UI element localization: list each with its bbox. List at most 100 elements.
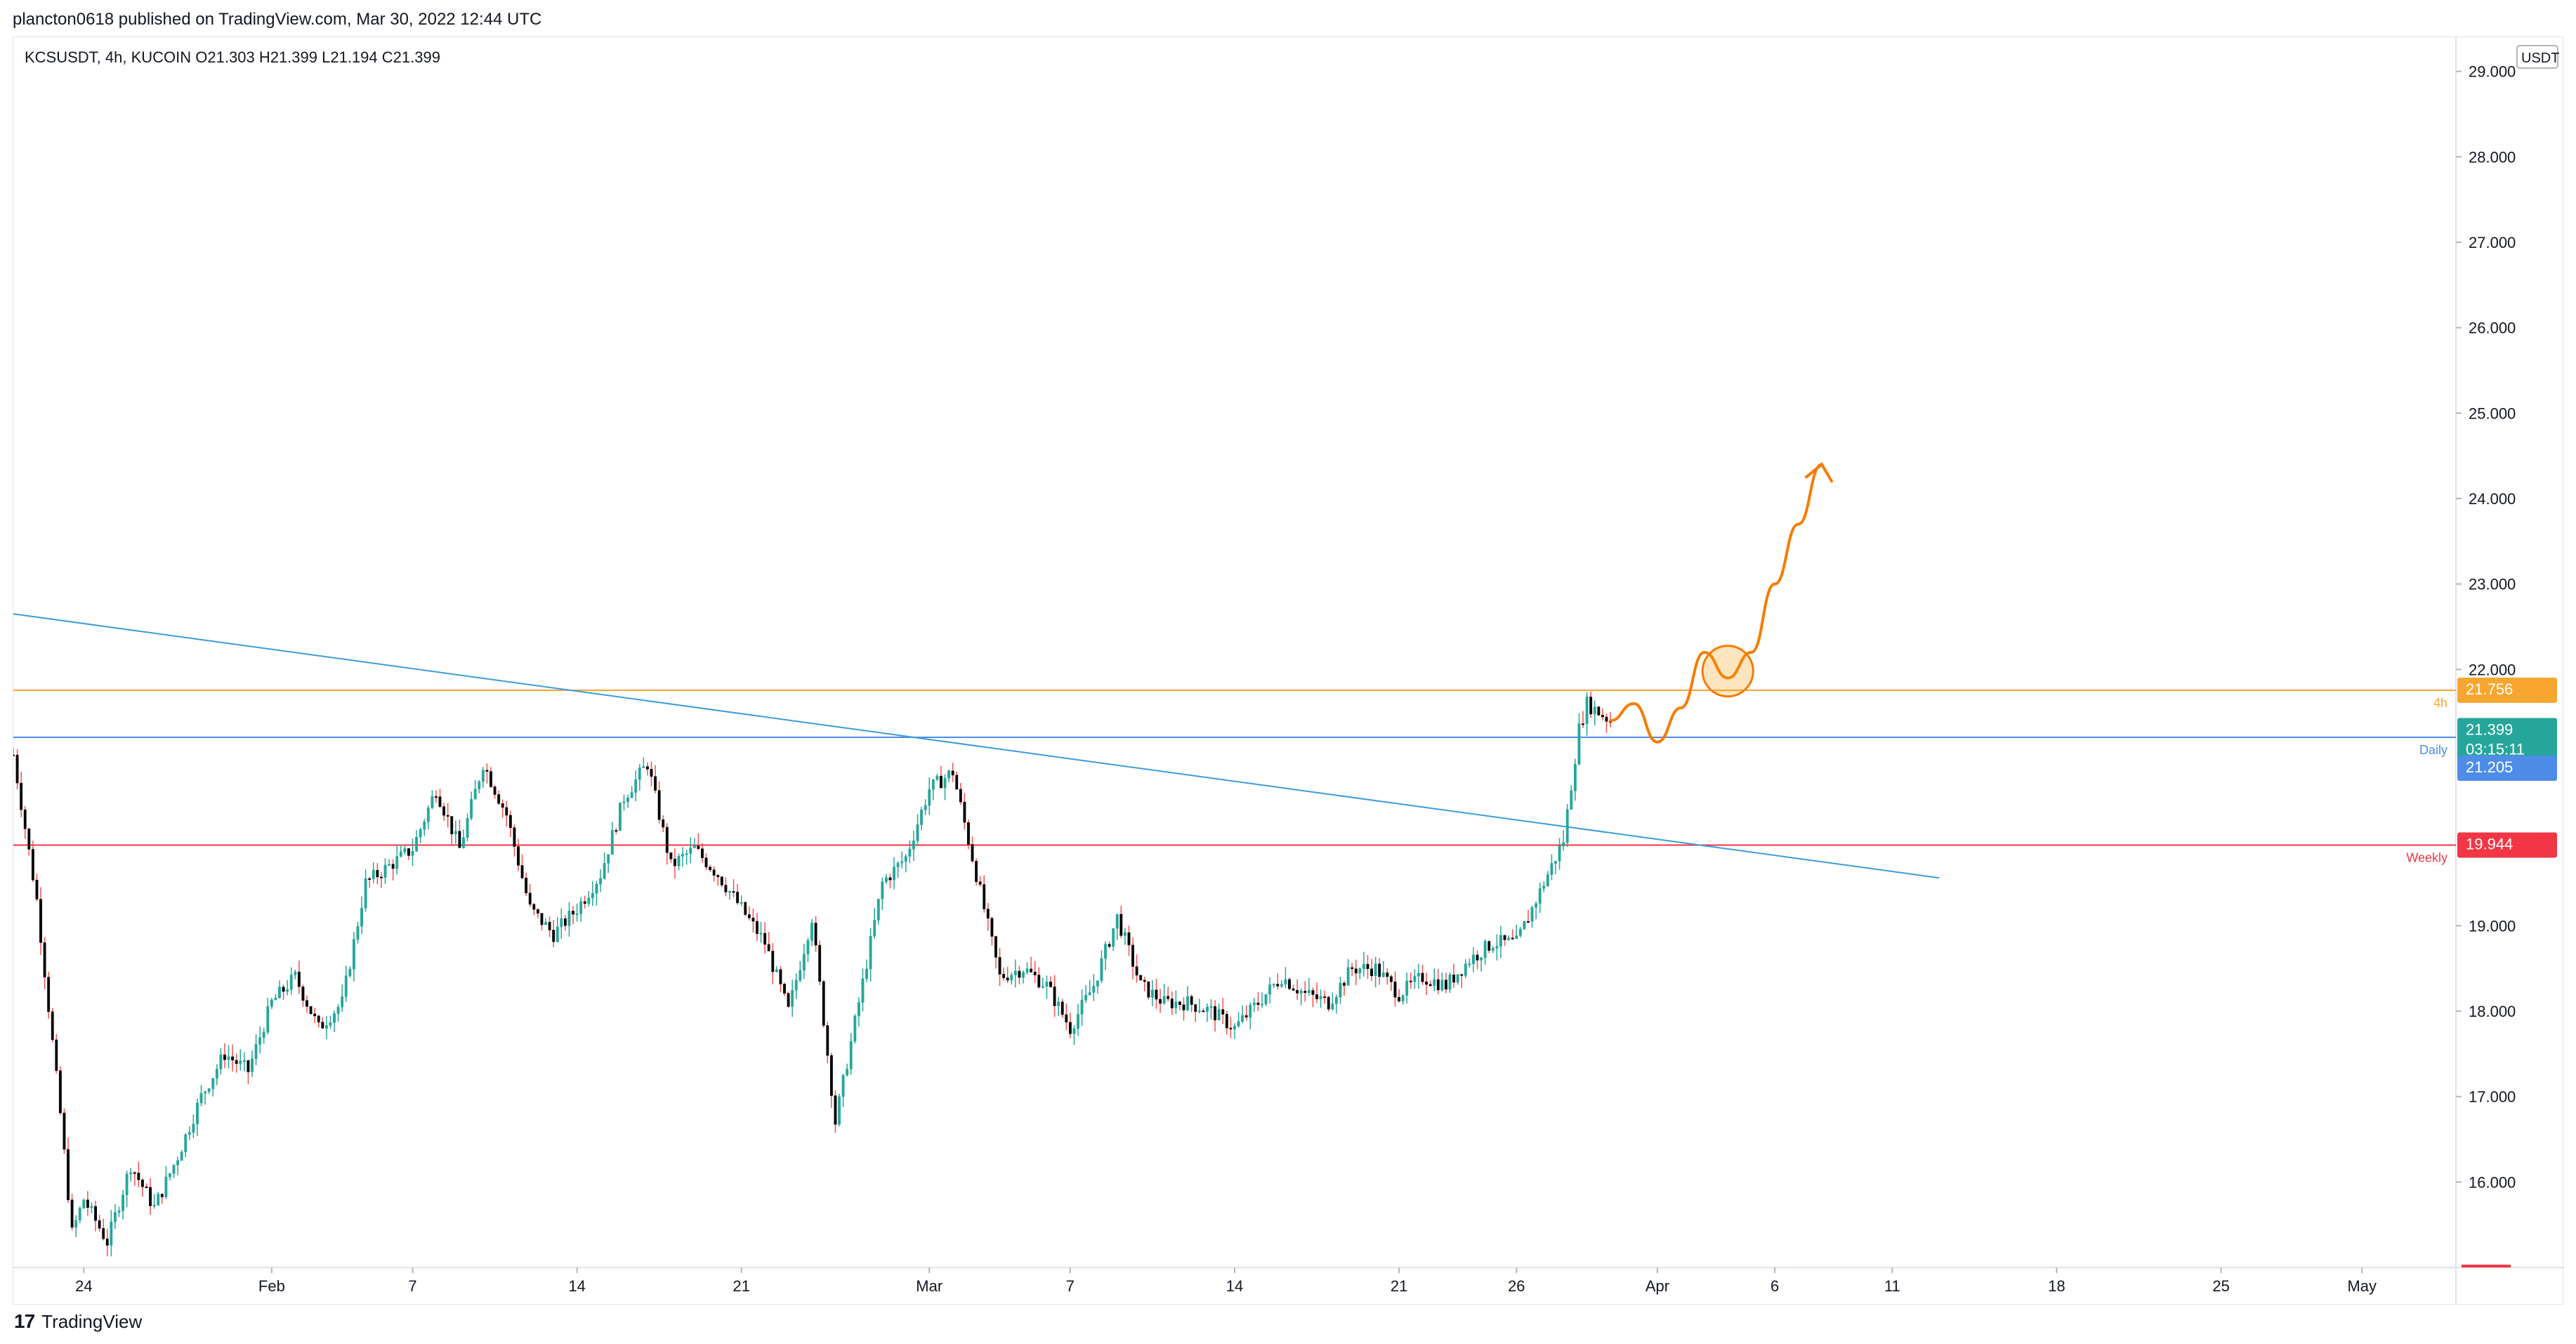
descending-trendline[interactable] (13, 613, 1940, 879)
candle-body (1542, 885, 1546, 889)
candle-body (1417, 973, 1420, 977)
x-tick-label: 6 (1770, 1277, 1779, 1295)
candle-body (1237, 1021, 1240, 1027)
candle-body (759, 933, 763, 935)
candle-body (1483, 941, 1487, 958)
candle-body (1546, 874, 1549, 886)
candle-body (994, 936, 997, 958)
candle-body (63, 1112, 66, 1150)
candle-body (1033, 971, 1037, 975)
candle-body (1409, 980, 1412, 982)
candle-body (157, 1194, 160, 1206)
candle-body (1037, 975, 1041, 987)
candle-body (415, 836, 419, 852)
projection-target-circle[interactable] (1701, 645, 1754, 698)
candle-body (638, 767, 641, 780)
candle-body (642, 766, 645, 768)
candle-body (1343, 982, 1346, 986)
candle-body (215, 1069, 218, 1079)
candle-body (1010, 975, 1013, 981)
candle-body (1080, 1000, 1084, 1015)
header-part: 21.303 (207, 48, 258, 66)
x-tick-label: 14 (568, 1277, 585, 1295)
candle-body (1366, 963, 1369, 969)
candle-body (1425, 981, 1428, 985)
candle-body (70, 1199, 74, 1228)
projection-path[interactable] (1609, 463, 1824, 744)
y-tick-label: 18.000 (2469, 1003, 2516, 1020)
candle-body (508, 815, 512, 828)
candle-body (654, 776, 657, 791)
candle-body (1487, 941, 1491, 951)
candle-body (704, 857, 708, 868)
candle-body (1119, 914, 1123, 936)
y-tick-label: 19.000 (2469, 917, 2516, 935)
candle-body (1288, 979, 1291, 989)
candle-body (912, 841, 915, 850)
chart-frame: 29.000 28.000 27.000 26.000 25.000 24.000 23.0… (13, 37, 2564, 1305)
candle-body (775, 969, 778, 973)
symbol-ohlc-header: KCSUSDT, 4h, KUCOIN O21.303 H21.399 L21.… (25, 48, 440, 66)
candle-body (199, 1093, 203, 1103)
candle-body (806, 940, 810, 955)
candle-body (1370, 968, 1374, 977)
candle-body (740, 902, 743, 904)
candle-body (548, 922, 551, 930)
y-tick-label: 26.000 (2469, 319, 2516, 337)
candle-body (262, 1032, 265, 1038)
candle-body (462, 837, 465, 848)
candle-body (1530, 907, 1534, 922)
axis-marker (2462, 1265, 2511, 1267)
header-part: O (195, 48, 207, 66)
candle-body (266, 1006, 270, 1033)
candle-body (372, 870, 375, 879)
candle-body (282, 987, 285, 992)
candle-body (525, 878, 528, 894)
candle-body (458, 831, 461, 848)
candle-body (1535, 903, 1538, 908)
candle-body (478, 781, 481, 789)
level-weekly-price-text: 19.944 (2466, 835, 2513, 852)
candle-body (1057, 1001, 1060, 1006)
candle-body (446, 815, 449, 817)
x-tick-label: 25 (2212, 1277, 2229, 1295)
candle-body (701, 848, 704, 858)
candle-body (1495, 946, 1499, 949)
candle-body (935, 775, 939, 780)
candle-body (329, 1022, 332, 1026)
candle-body (747, 914, 751, 918)
candle-body (1244, 1015, 1248, 1017)
candle-body (1472, 954, 1475, 964)
candle-body (121, 1194, 124, 1211)
last-price-badge (2457, 718, 2557, 763)
candle-body (1476, 954, 1479, 961)
tradingview-logo[interactable]: 17 TradingView (14, 1310, 142, 1333)
candle-body (849, 1041, 853, 1069)
candle-body (583, 901, 586, 904)
candle-body (505, 807, 508, 816)
candle-body (732, 891, 735, 893)
header-part: H (259, 48, 270, 66)
candle-body (98, 1220, 101, 1229)
candle-body (603, 863, 606, 879)
candle-body (403, 848, 407, 852)
candle-body (419, 829, 422, 838)
candle-body (1491, 948, 1494, 951)
candle-body (975, 861, 978, 882)
candle-body (1088, 992, 1091, 996)
y-tick-label: 25.000 (2469, 404, 2516, 422)
currency-box[interactable] (2516, 45, 2558, 69)
candle-body (622, 801, 626, 803)
candle-body (1249, 1004, 1252, 1017)
currency-label: USDT (2521, 51, 2559, 66)
candle-body (423, 822, 426, 830)
price-chart[interactable]: 29.000 28.000 27.000 26.000 25.000 24.000 23.0… (13, 37, 2564, 1305)
candle-body (1538, 888, 1542, 904)
candle-body (442, 806, 446, 816)
candle-body (43, 942, 46, 977)
candle-body (1284, 979, 1287, 985)
candle-body (1428, 984, 1432, 987)
candle-body (1351, 967, 1354, 969)
candle-body (450, 816, 454, 834)
candle-body (916, 824, 919, 841)
